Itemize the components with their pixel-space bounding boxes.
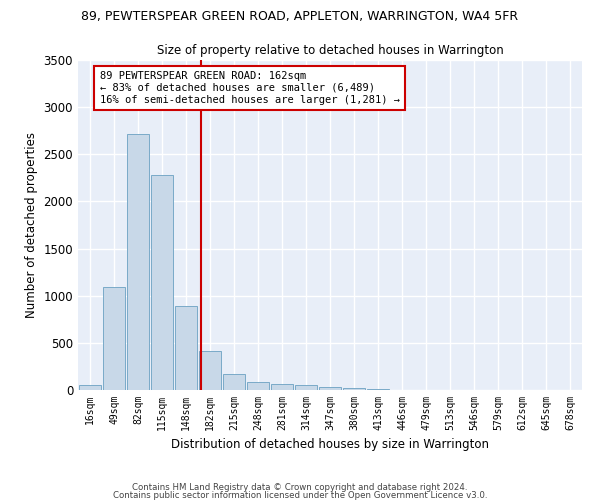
Bar xyxy=(295,386,317,390)
Bar xyxy=(151,175,173,390)
Bar xyxy=(175,306,197,390)
Bar xyxy=(271,384,293,390)
Bar xyxy=(223,374,245,390)
Title: Size of property relative to detached houses in Warrington: Size of property relative to detached ho… xyxy=(157,44,503,58)
Bar xyxy=(319,387,341,390)
Bar xyxy=(343,388,365,390)
Bar xyxy=(79,386,101,390)
Text: Contains HM Land Registry data © Crown copyright and database right 2024.: Contains HM Land Registry data © Crown c… xyxy=(132,484,468,492)
Bar xyxy=(247,382,269,390)
Bar xyxy=(367,389,389,390)
Y-axis label: Number of detached properties: Number of detached properties xyxy=(25,132,38,318)
Text: Contains public sector information licensed under the Open Government Licence v3: Contains public sector information licen… xyxy=(113,490,487,500)
X-axis label: Distribution of detached houses by size in Warrington: Distribution of detached houses by size … xyxy=(171,438,489,452)
Bar xyxy=(127,134,149,390)
Text: 89 PEWTERSPEAR GREEN ROAD: 162sqm
← 83% of detached houses are smaller (6,489)
1: 89 PEWTERSPEAR GREEN ROAD: 162sqm ← 83% … xyxy=(100,72,400,104)
Bar xyxy=(103,287,125,390)
Bar xyxy=(199,351,221,390)
Text: 89, PEWTERSPEAR GREEN ROAD, APPLETON, WARRINGTON, WA4 5FR: 89, PEWTERSPEAR GREEN ROAD, APPLETON, WA… xyxy=(82,10,518,23)
